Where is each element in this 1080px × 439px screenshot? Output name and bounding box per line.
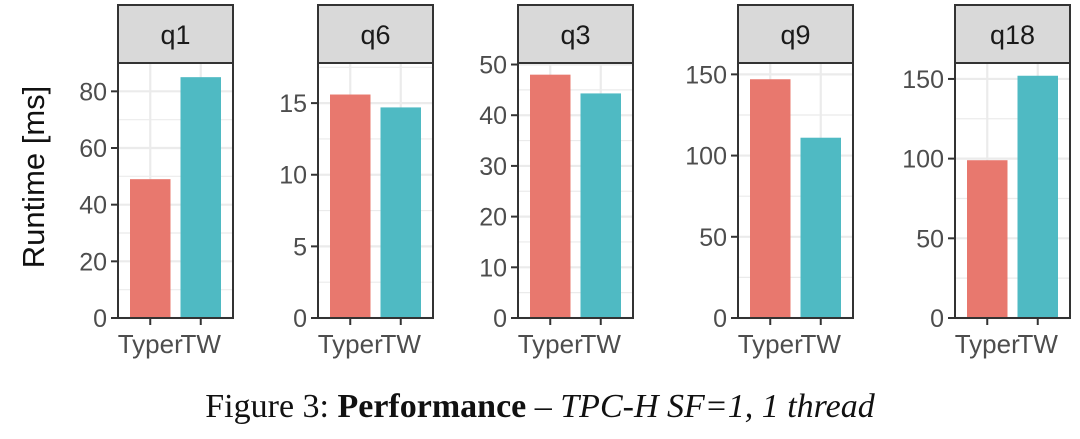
x-tick-label: TW [801,329,842,359]
caption-title: Performance [337,388,527,425]
bar-tw-q9 [800,137,841,318]
facet-title: q3 [560,20,590,50]
y-tick-label: 50 [479,52,507,80]
y-tick-label: 20 [479,204,507,232]
y-tick-label: 50 [916,225,944,253]
bar-tw-q6 [380,107,421,318]
y-tick-label: 150 [685,61,727,89]
y-tick-label: 40 [79,192,107,220]
y-tick-label: 100 [902,146,944,174]
caption-dash: – [534,388,552,425]
facet-title: q18 [990,20,1035,50]
facet-title: q1 [160,20,190,50]
x-tick-label: TW [381,329,422,359]
y-tick-label: 0 [930,305,944,333]
facet-strip [317,4,434,64]
bar-tw-q3 [580,93,621,318]
facet-strip [737,4,854,64]
faceted-bar-chart: Runtime [ms] q1020406080TyperTWq6051015T… [16,4,1071,359]
x-tick-label: TW [1018,329,1059,359]
facet-title: q9 [780,20,810,50]
y-tick-label: 50 [699,224,727,252]
panel-border [954,62,1071,319]
y-tick-label: 60 [79,135,107,163]
y-tick-label: 0 [293,305,307,333]
figure-caption: Figure 3: Performance – TPC-H SF=1, 1 th… [0,388,1080,426]
caption-label: Figure 3: [205,388,329,425]
y-tick-label: 0 [713,305,727,333]
y-tick-label: 0 [493,305,507,333]
facet-strip [517,4,634,64]
y-tick-label: 5 [293,233,307,261]
y-axis-label: Runtime [ms] [16,86,51,269]
facet-strip [117,4,234,64]
panel-border [317,62,434,319]
bar-typer-q3 [530,74,571,319]
y-tick-label: 0 [93,305,107,333]
y-tick-label: 30 [479,153,507,181]
panel-border [737,62,854,319]
bar-tw-q18 [1017,75,1058,318]
caption-subtitle: TPC-H SF=1, 1 thread [560,388,875,425]
y-tick-label: 10 [479,254,507,282]
y-tick-label: 80 [79,78,107,106]
facet-title: q6 [360,20,390,50]
x-tick-label: Typer [955,329,1020,359]
panel-border [117,62,234,319]
bar-typer-q1 [130,179,171,318]
bar-tw-q1 [180,77,221,319]
y-tick-label: 20 [79,248,107,276]
x-tick-label: TW [181,329,222,359]
bar-typer-q18 [967,160,1008,318]
y-tick-label: 150 [902,66,944,94]
y-tick-label: 10 [279,162,307,190]
y-tick-label: 100 [685,143,727,171]
panel-border [517,62,634,319]
bar-typer-q9 [750,79,791,318]
x-tick-label: Typer [738,329,803,359]
y-tick-label: 40 [479,102,507,130]
bar-typer-q6 [330,94,371,319]
x-tick-label: TW [581,329,622,359]
y-tick-label: 15 [279,90,307,118]
x-tick-label: Typer [318,329,383,359]
x-tick-label: Typer [518,329,583,359]
x-tick-label: Typer [118,329,183,359]
